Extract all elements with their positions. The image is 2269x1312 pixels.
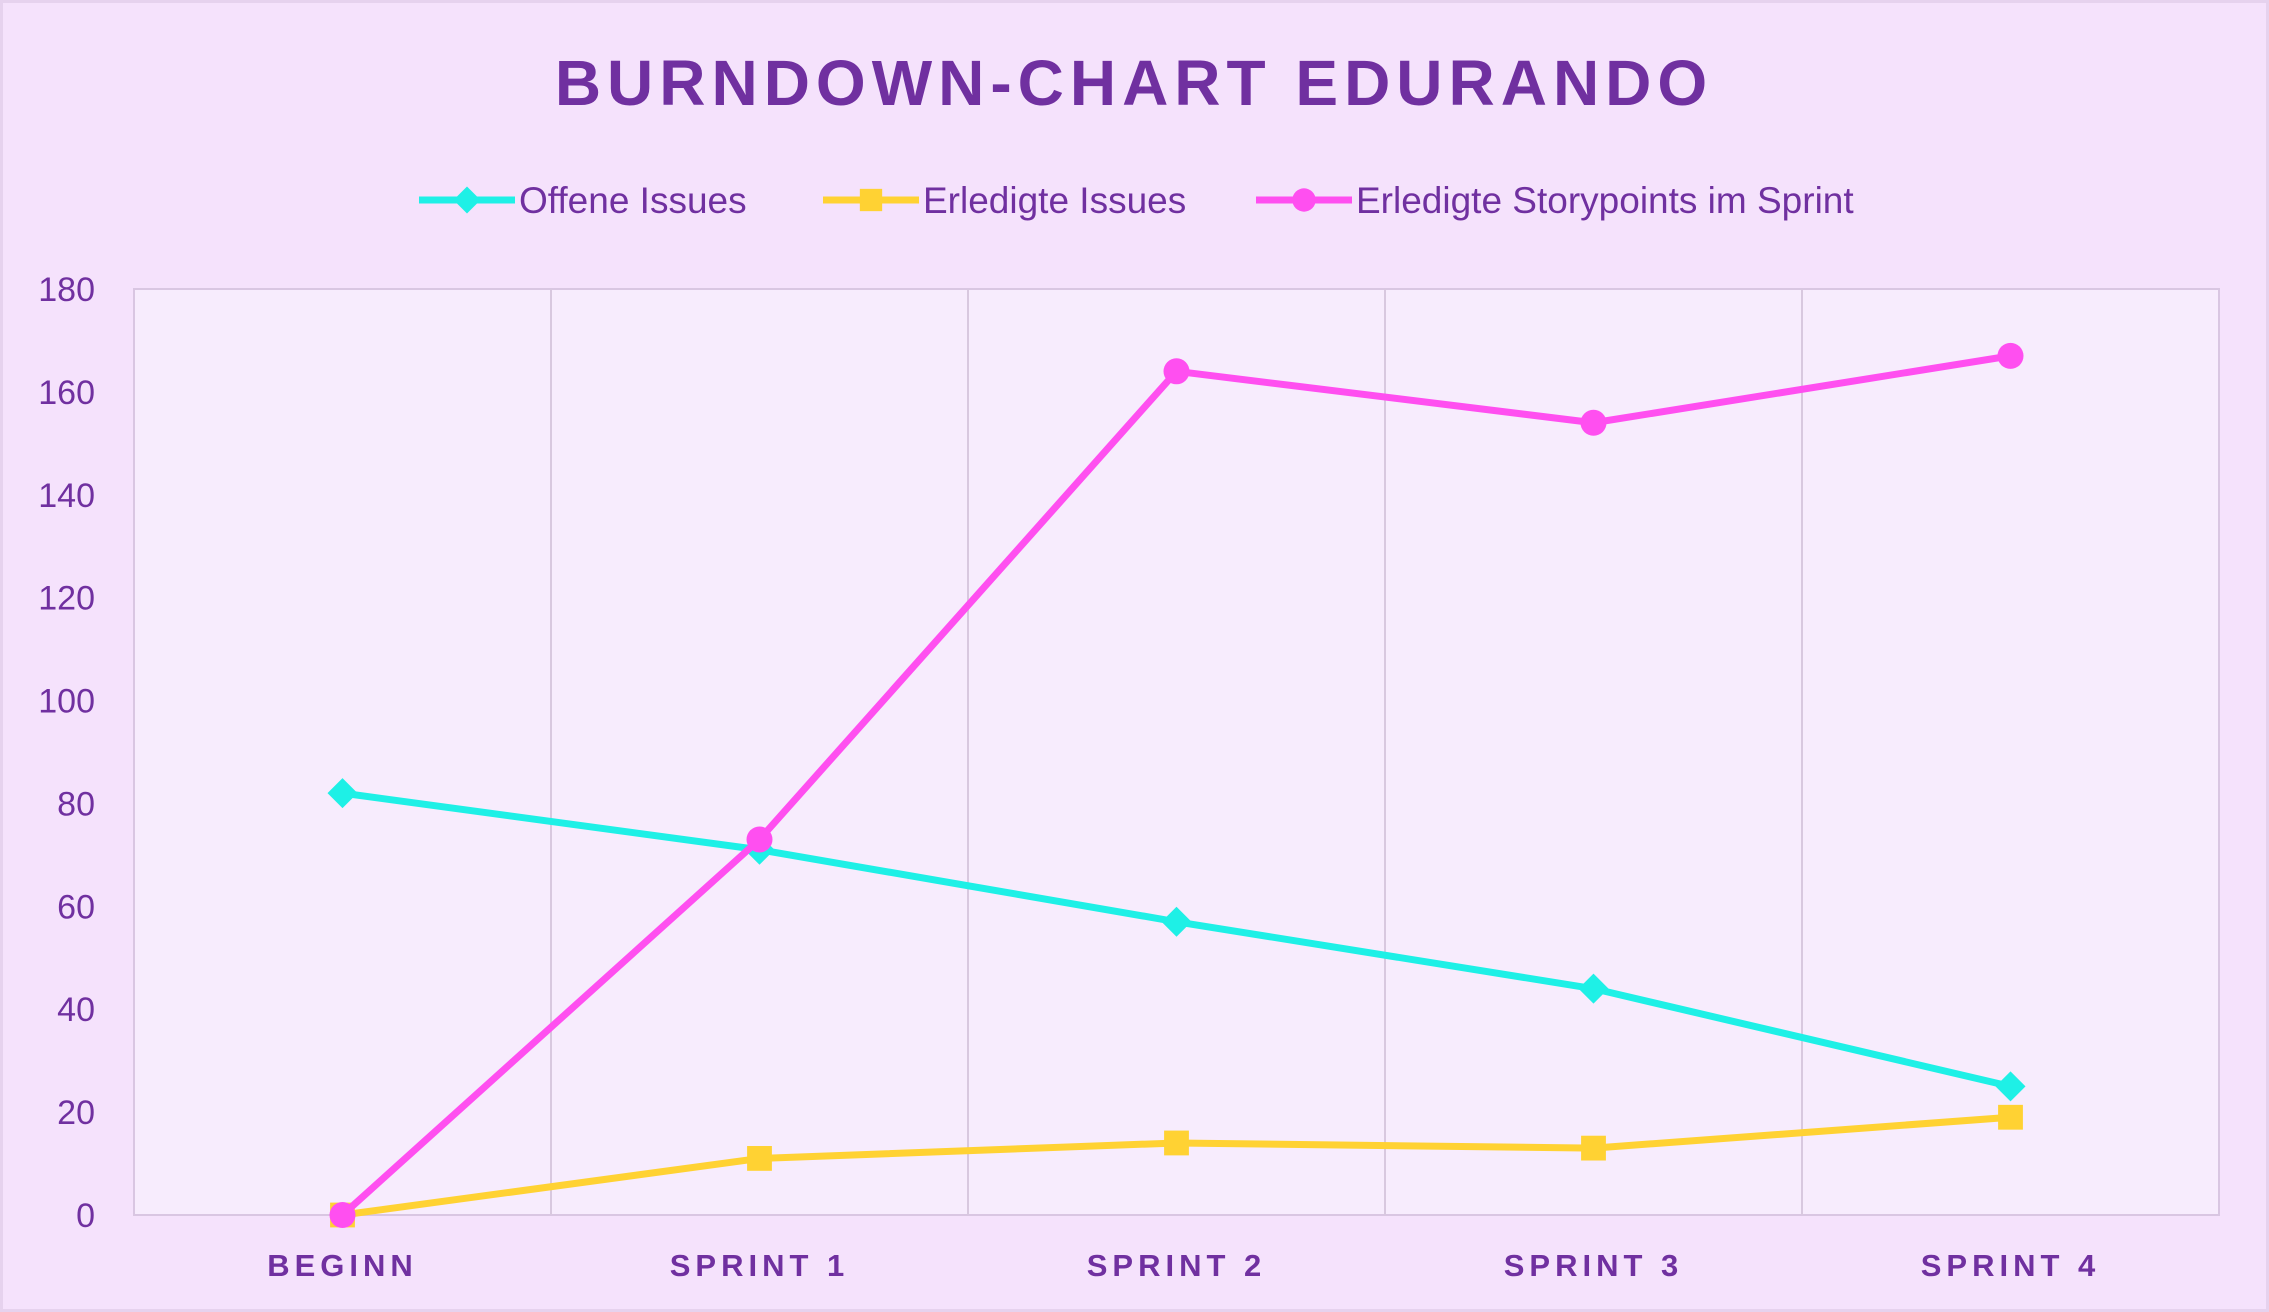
chart-title: BURNDOWN-CHART EDURANDO [555,47,1713,119]
legend-label: Erledigte Issues [923,180,1186,221]
y-tick-label: 160 [38,374,95,412]
x-tick-label: SPRINT 4 [1921,1248,2101,1283]
line-chart: BURNDOWN-CHART EDURANDO Offene Issues Erl… [38,47,2220,1283]
data-point [1997,342,2024,369]
y-tick-label: 120 [38,580,95,618]
legend-item: Erledigte Storypoints im Sprint [1256,180,1854,221]
series-2 [329,342,2024,1228]
y-axis: 0 20 40 60 80 100 120 140 160 180 [38,271,95,1235]
data-point [747,1146,772,1171]
data-point [1995,1071,2026,1102]
data-point [746,826,773,853]
y-tick-label: 40 [57,991,95,1029]
legend-label: Erledigte Storypoints im Sprint [1356,180,1854,221]
data-point [1161,906,1192,937]
legend-marker [859,188,883,212]
legend-item: Erledigte Issues [823,180,1186,221]
legend-label: Offene Issues [519,180,747,221]
data-point [329,1202,356,1228]
x-tick-label: SPRINT 1 [670,1248,850,1283]
data-point [1164,1130,1189,1156]
x-tick-label: SPRINT 2 [1087,1248,1267,1283]
y-tick-label: 180 [38,271,95,309]
data-point [327,778,358,809]
y-tick-label: 20 [57,1094,95,1132]
legend-marker [453,186,481,214]
y-tick-label: 80 [57,785,95,823]
y-tick-label: 0 [76,1197,95,1235]
data-point [1578,973,1609,1004]
data-point [1580,409,1607,436]
y-tick-label: 100 [38,683,95,721]
x-tick-label: BEGINN [267,1248,418,1283]
gridlines [550,289,1803,1215]
data-point [1998,1104,2023,1130]
x-tick-label: SPRINT 3 [1504,1248,1684,1283]
data-point [1163,358,1190,385]
y-tick-label: 60 [57,888,95,926]
legend-marker [1292,188,1316,212]
legend-item: Offene Issues [419,180,747,221]
plot-area [133,288,2220,1216]
data-point [1581,1135,1606,1161]
legend: Offene Issues Erledigte Issues Erledigte S… [419,180,1854,221]
y-tick-label: 140 [38,477,95,515]
series-layer [327,342,2026,1228]
x-axis: BEGINN SPRINT 1 SPRINT 2 SPRINT 3 SPRINT 4 [267,1248,2101,1283]
